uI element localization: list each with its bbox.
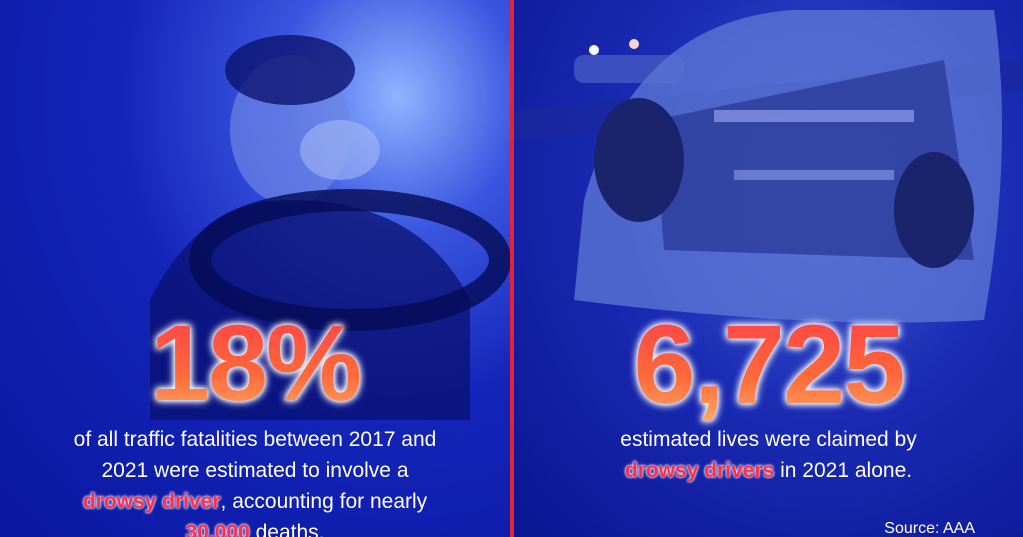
caption-line: 2021 were estimated to involve a: [101, 459, 409, 482]
crash-photo: [514, 10, 1023, 323]
caption-text: in 2021 alone.: [774, 459, 913, 482]
caption-line: of all traffic fatalities between 2017 a…: [73, 428, 437, 451]
source: Source: AAA: [884, 520, 975, 537]
highlight: 30,000: [185, 521, 250, 537]
divider: [510, 0, 514, 537]
highlight: drowsy drivers: [624, 459, 775, 482]
driver-photo: [150, 35, 510, 420]
caption-line: estimated lives were claimed by: [620, 428, 917, 451]
highlight: drowsy driver: [82, 490, 221, 513]
caption: of all traffic fatalities between 2017 a…: [0, 424, 510, 537]
caption: estimated lives were claimed by drowsy d…: [514, 424, 1023, 486]
caption-text: , accounting for nearly: [220, 490, 428, 513]
stat: 18%: [0, 300, 510, 425]
caption-text: deaths.: [249, 521, 325, 537]
stat: 6,725: [514, 300, 1023, 429]
right-panel: 6,725 estimated lives were claimed by dr…: [514, 0, 1023, 537]
left-panel: 18% of all traffic fatalities between 20…: [0, 0, 510, 537]
